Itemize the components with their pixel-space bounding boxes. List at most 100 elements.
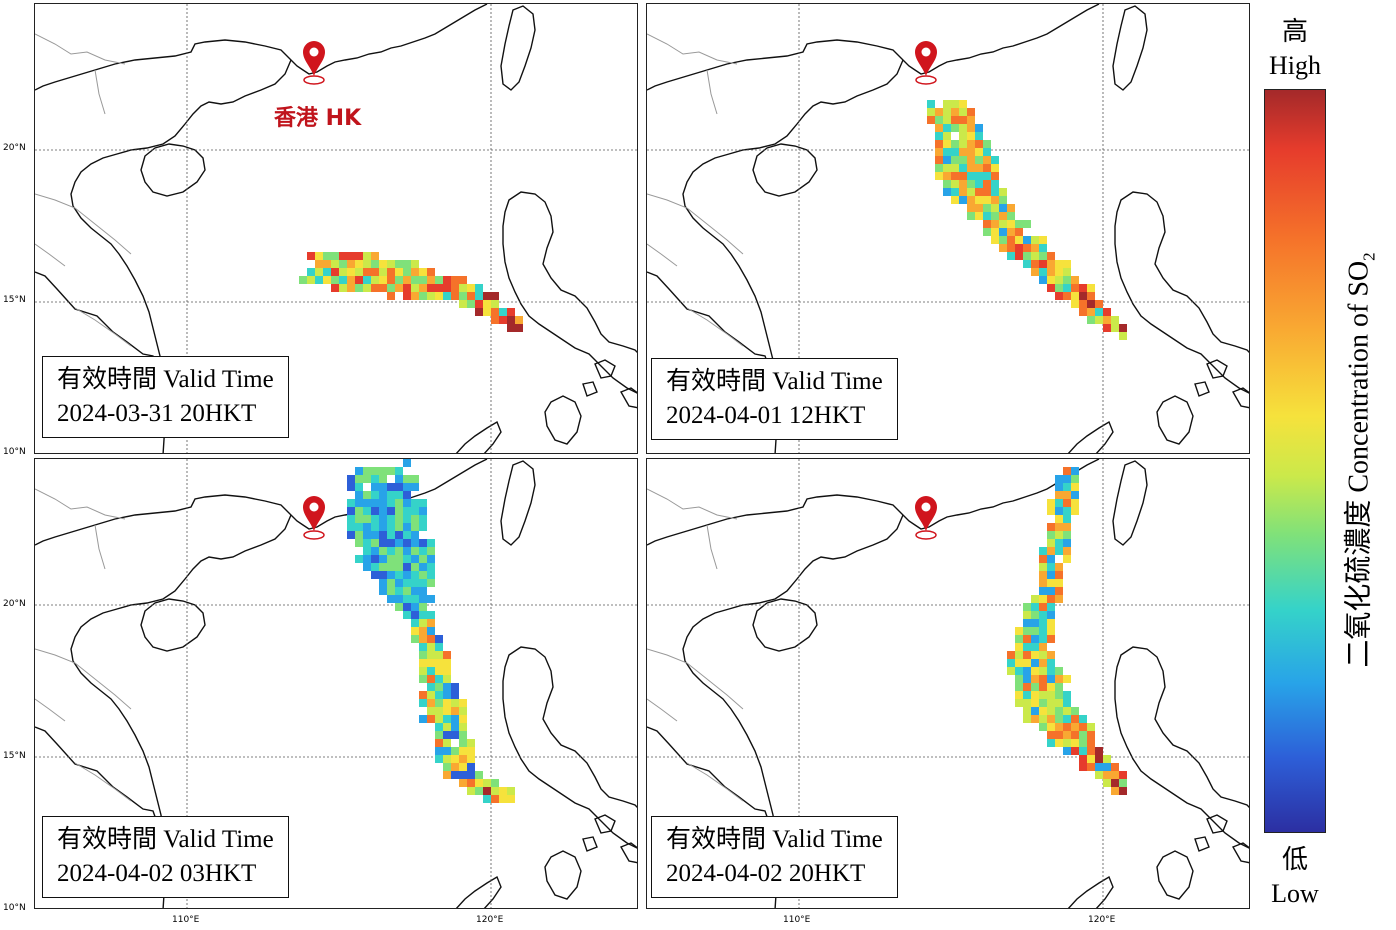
plume-cell: [1095, 308, 1103, 316]
plume-cell: [1047, 284, 1055, 292]
plume-cell: [943, 156, 951, 164]
plume-cell: [1031, 715, 1039, 723]
plume-cell: [419, 515, 427, 523]
plume-cell: [991, 212, 999, 220]
plume-cell: [435, 667, 443, 675]
plume-cell: [331, 260, 339, 268]
plume-cell: [943, 108, 951, 116]
plume-cell: [363, 531, 371, 539]
pin-body: [303, 496, 325, 531]
valid-time-box-4: 有效時間 Valid Time 2024-04-02 20HKT: [651, 816, 898, 898]
plume-cell: [363, 252, 371, 260]
plume-cell: [1031, 635, 1039, 643]
island-outline: [582, 359, 637, 409]
plume-cell: [427, 571, 435, 579]
plume-cell: [1047, 723, 1055, 731]
plume-cell: [355, 260, 363, 268]
plume-cell: [499, 316, 507, 324]
plume-cell: [1063, 284, 1071, 292]
plume-cell: [1047, 691, 1055, 699]
plume-cell: [1031, 260, 1039, 268]
plume-cell: [1039, 555, 1047, 563]
plume-cell: [1063, 491, 1071, 499]
plume-cell: [515, 324, 523, 332]
plume-cell: [1055, 731, 1063, 739]
plume-cell: [1071, 284, 1079, 292]
plume-cell: [419, 547, 427, 555]
plume-cell: [1055, 571, 1063, 579]
plume-cell: [967, 172, 975, 180]
plume-cell: [1039, 252, 1047, 260]
plume-cell: [371, 515, 379, 523]
plume-cell: [1031, 252, 1039, 260]
plume-cell: [1047, 555, 1055, 563]
plume-cell: [451, 723, 459, 731]
plume-cell: [1031, 595, 1039, 603]
map-svg-4: [647, 459, 1249, 908]
plume-cell: [1047, 739, 1055, 747]
plume-cell: [451, 763, 459, 771]
plume-cell: [943, 132, 951, 140]
island-outline: [1114, 646, 1249, 849]
pin-base: [915, 75, 937, 85]
plume-cell: [1007, 659, 1015, 667]
plume-cell: [1015, 228, 1023, 236]
plume-cell: [379, 268, 387, 276]
plume-cell: [507, 795, 515, 803]
plume-cell: [339, 276, 347, 284]
plume-cell: [427, 699, 435, 707]
plume-cell: [491, 308, 499, 316]
plume-cell: [459, 739, 467, 747]
plume-cell: [999, 244, 1007, 252]
plume-cell: [1023, 603, 1031, 611]
plume-cell: [1103, 755, 1111, 763]
plume-cell: [427, 276, 435, 284]
plume-cell: [1071, 491, 1079, 499]
plume-cell: [339, 260, 347, 268]
plume-cell: [403, 547, 411, 555]
plume-cell: [467, 779, 475, 787]
plume-cell: [427, 659, 435, 667]
hong-kong-label: 香港 HK: [274, 106, 362, 131]
plume-cell: [331, 284, 339, 292]
plume-cell: [395, 579, 403, 587]
plume-cell: [1055, 563, 1063, 571]
plume-cell: [491, 316, 499, 324]
plume-cell: [403, 595, 411, 603]
plume-cell: [975, 196, 983, 204]
plume-cell: [403, 260, 411, 268]
plume-cell: [1111, 771, 1119, 779]
plume-cell: [427, 651, 435, 659]
plume-cell: [347, 515, 355, 523]
island-outline: [500, 5, 536, 91]
plume-cell: [371, 555, 379, 563]
plume-cell: [943, 140, 951, 148]
plume-cell: [411, 483, 419, 491]
plume-cell: [347, 252, 355, 260]
plume-cell: [483, 787, 491, 795]
plume-cell: [355, 507, 363, 515]
plume-cell: [1047, 683, 1055, 691]
plume-cell: [387, 595, 395, 603]
plume-cell: [975, 172, 983, 180]
plume-cell: [1047, 659, 1055, 667]
plume-cell: [1047, 627, 1055, 635]
plume-cell: [991, 228, 999, 236]
plume-cell: [411, 571, 419, 579]
plume-cell: [1015, 635, 1023, 643]
plume-cell: [959, 172, 967, 180]
plume-cell: [1039, 563, 1047, 571]
location-pin-icon: [915, 496, 937, 540]
plume-cell: [427, 595, 435, 603]
plume-cell: [307, 268, 315, 276]
plume-cell: [1079, 300, 1087, 308]
plume-cell: [411, 475, 419, 483]
plume-cell: [1023, 659, 1031, 667]
plume-cell: [1055, 587, 1063, 595]
valid-time-label-2: 有效時間 Valid Time: [666, 368, 883, 395]
plume-cell: [395, 268, 403, 276]
plume-cell: [475, 771, 483, 779]
plume-cell: [1055, 723, 1063, 731]
plume-cell: [1119, 787, 1127, 795]
plume-cell: [1007, 252, 1015, 260]
